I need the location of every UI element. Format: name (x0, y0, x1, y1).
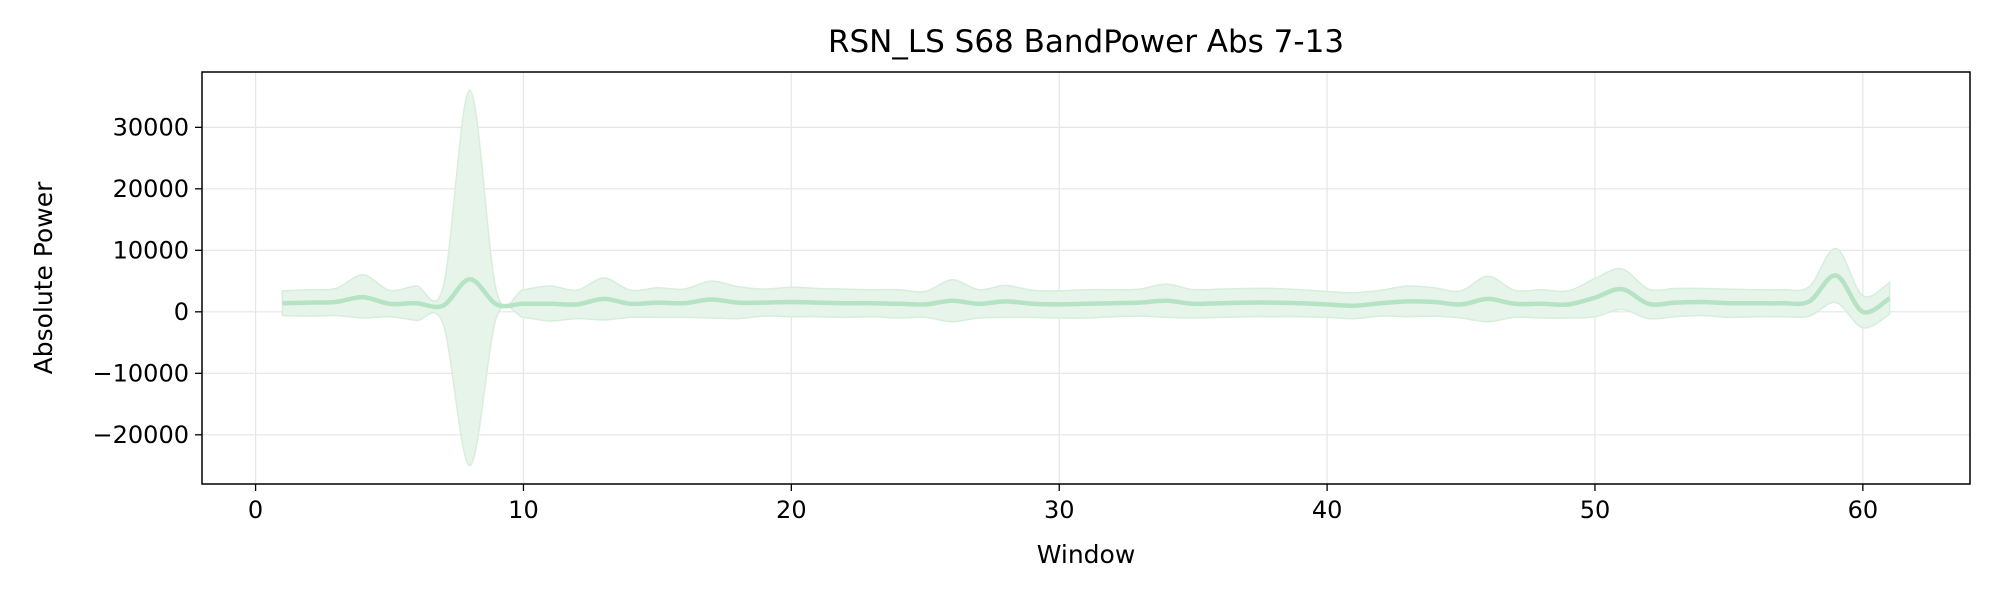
series-line (282, 273, 1891, 315)
std-band (281, 89, 1891, 467)
y-tick-label: 10000 (113, 236, 189, 264)
x-axis: 0 10 20 30 40 50 60 (248, 484, 1878, 524)
confidence-band (281, 89, 1891, 467)
x-tick-label: 30 (1044, 496, 1075, 524)
x-tick-label: 60 (1848, 496, 1879, 524)
y-axis-label: Absolute Power (29, 181, 58, 375)
y-axis: −20000 −10000 0 10000 20000 30000 (93, 113, 202, 449)
y-tick-label: −10000 (93, 359, 189, 387)
y-tick-label: 30000 (113, 113, 189, 141)
y-tick-label: 0 (174, 298, 189, 326)
x-tick-label: 10 (508, 496, 539, 524)
x-tick-label: 20 (776, 496, 807, 524)
chart-title: RSN_LS S68 BandPower Abs 7-13 (828, 24, 1344, 60)
y-tick-label: −20000 (93, 421, 189, 449)
y-tick-label: 20000 (113, 175, 189, 203)
x-axis-label: Window (1037, 540, 1136, 569)
x-tick-label: 50 (1580, 496, 1611, 524)
mean-line (282, 273, 1891, 315)
x-tick-label: 0 (248, 496, 263, 524)
x-tick-label: 40 (1312, 496, 1343, 524)
plot-frame (201, 71, 1971, 485)
